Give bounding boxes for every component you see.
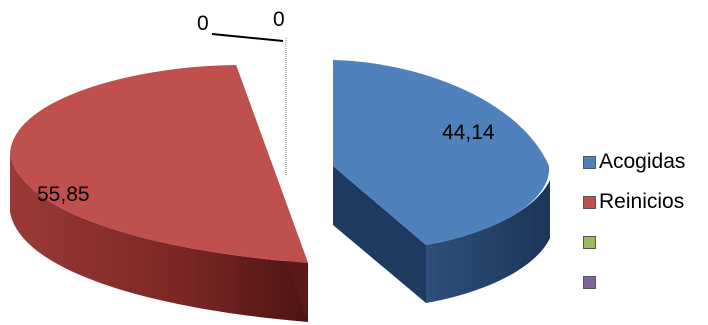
data-label-zero-1: 0 xyxy=(197,12,209,35)
pie-slice-acogidas-side-outer xyxy=(426,180,550,303)
pie-slice-zero-values xyxy=(211,33,287,176)
pie-slice-acogidas-top xyxy=(333,60,550,245)
legend-label-reinicios: Reinicios xyxy=(599,190,685,213)
pie-slice-acogidas-side xyxy=(333,166,426,303)
legend-swatch-acogidas xyxy=(583,155,596,169)
leader-line xyxy=(211,33,284,42)
legend-item-4 xyxy=(583,262,708,302)
legend-item-acogidas: Acogidas xyxy=(583,142,708,182)
legend-swatch-3 xyxy=(583,235,596,249)
pie-slice-reinicios xyxy=(10,65,308,322)
legend-label-acogidas: Acogidas xyxy=(599,150,686,173)
pie-slice-reinicios-side xyxy=(10,154,308,322)
pie-slice-reinicios-top xyxy=(10,65,308,263)
legend-swatch-4 xyxy=(583,275,596,289)
chart-legend: Acogidas Reinicios xyxy=(583,142,708,302)
legend-swatch-reinicios xyxy=(583,195,596,209)
pie-slice-acogidas xyxy=(333,60,550,303)
data-label-reinicios: 55,85 xyxy=(37,183,90,206)
legend-item-3 xyxy=(583,222,708,262)
legend-item-reinicios: Reinicios xyxy=(583,182,708,222)
data-label-zero-2: 0 xyxy=(273,8,285,31)
data-label-acogidas: 44,14 xyxy=(442,121,495,144)
